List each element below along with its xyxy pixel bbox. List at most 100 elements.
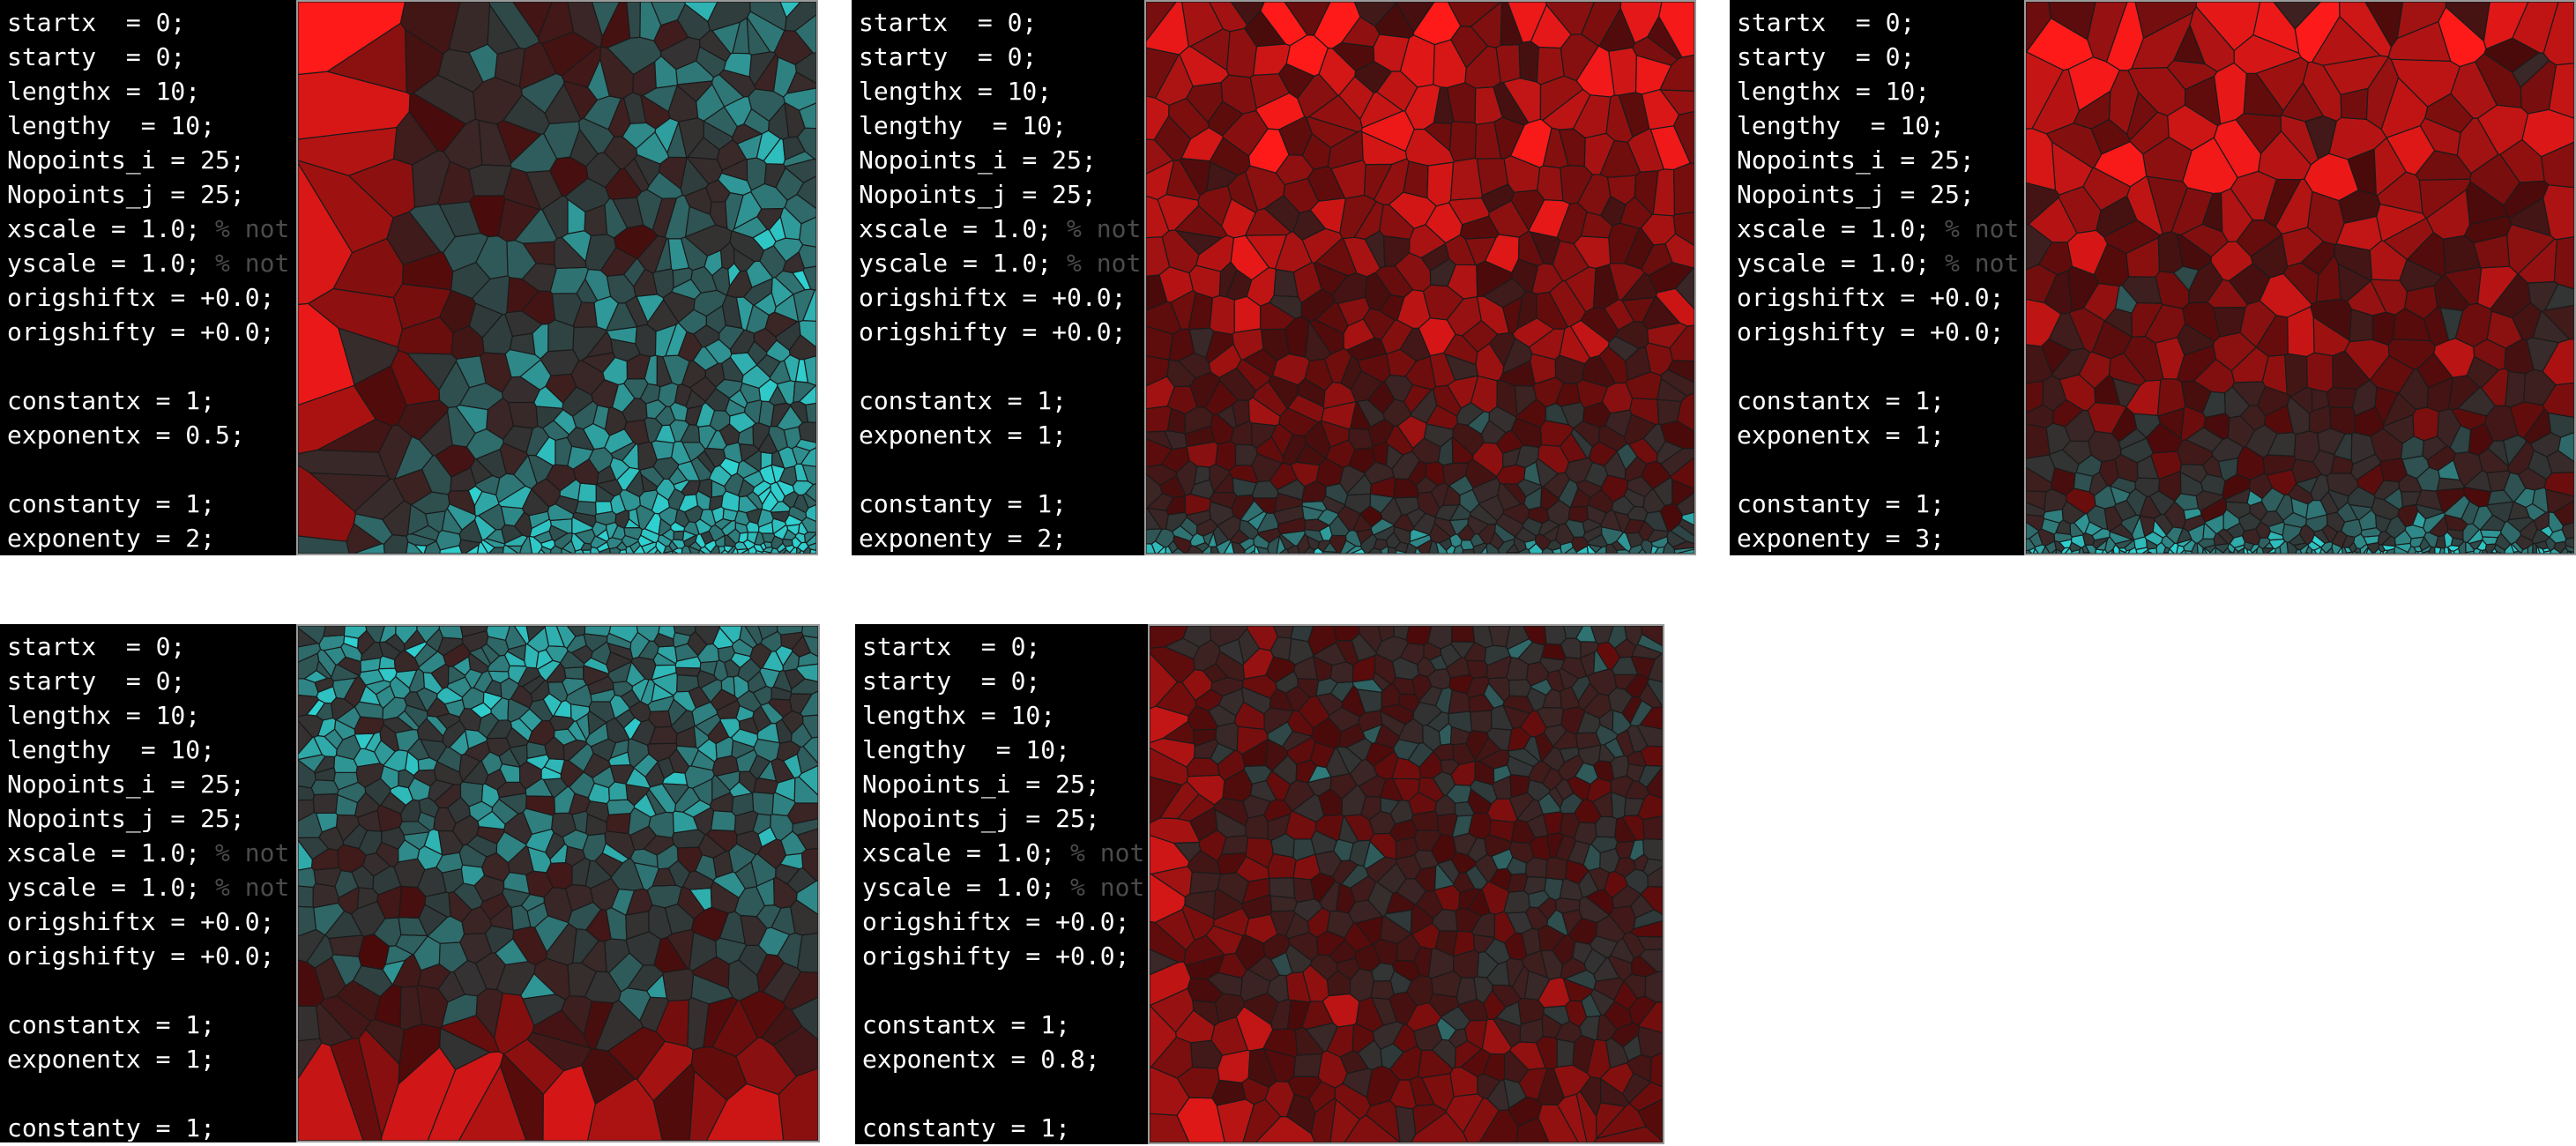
code-text: startx = 0; — [1737, 8, 1916, 37]
code-comment: % not — [200, 838, 290, 867]
voronoi-cell — [788, 334, 816, 361]
code-line: Nopoints_i = 25; — [1737, 143, 2017, 177]
code-text: Nopoints_i = 25; — [859, 145, 1097, 175]
code-text: origshiftx = +0.0; — [1737, 283, 2005, 312]
code-text: exponenty = 2; — [7, 524, 216, 553]
code-text: yscale = 1.0; — [859, 249, 1053, 278]
voronoi-cell — [2542, 184, 2574, 241]
code-line: constanty = 1; — [7, 487, 289, 521]
code-text: starty = 0; — [859, 42, 1038, 71]
voronoi-cell — [622, 717, 643, 740]
code-line: origshifty = +0.0; — [1737, 315, 2017, 349]
code-text: exponentx = 1; — [859, 420, 1068, 450]
code-line: Nopoints_j = 25; — [862, 801, 1141, 836]
code-text: constanty = 1; — [7, 1113, 216, 1142]
voronoi-cell — [2387, 20, 2452, 63]
code-line — [7, 349, 289, 383]
code-line: exponentx = 0.8; — [862, 1042, 1141, 1076]
code-block: startx = 0; starty = 0; lengthx = 10; lengt… — [0, 0, 296, 555]
code-line: exponentx = 0.5; — [7, 418, 289, 452]
code-line — [862, 1076, 1141, 1111]
voronoi-cell — [1644, 970, 1663, 1003]
voronoi-cell — [803, 355, 816, 386]
code-line: origshifty = +0.0; — [7, 315, 289, 349]
code-line: startx = 0; — [7, 5, 289, 40]
voronoi-cell — [2126, 379, 2162, 416]
voronoi-cell — [438, 626, 464, 640]
code-line: Nopoints_i = 25; — [7, 767, 289, 801]
code-line: lengthy = 10; — [859, 108, 1137, 143]
code-line: exponenty = 3; — [1737, 521, 2017, 555]
voronoi-cell — [577, 482, 597, 503]
code-text: xscale = 1.0; — [1737, 214, 1931, 243]
code-line: Nopoints_i = 25; — [7, 143, 289, 177]
voronoi-cell — [312, 793, 339, 814]
code-text: lengthy = 10; — [7, 735, 216, 764]
code-line: constanty = 1; — [859, 487, 1137, 521]
code-text: constanty = 1; — [1737, 489, 1946, 518]
voronoi-cell — [395, 626, 418, 645]
code-text: lengthy = 10; — [7, 111, 216, 140]
code-line: startx = 0; — [1737, 5, 2017, 40]
voronoi-cell — [1518, 41, 1540, 83]
code-line: constantx = 1; — [859, 383, 1137, 418]
voronoi-cell — [2461, 500, 2480, 525]
voronoi-plot — [296, 624, 820, 1142]
voronoi-cell — [2305, 352, 2334, 393]
voronoi-cell — [1537, 165, 1564, 202]
code-line — [7, 973, 289, 1008]
voronoi-cell — [1426, 161, 1455, 207]
code-text: yscale = 1.0; — [7, 249, 201, 278]
voronoi-cell — [798, 421, 816, 443]
code-text: lengthx = 10; — [1737, 77, 1931, 106]
code-block: startx = 0; starty = 0; lengthx = 10; lengt… — [855, 624, 1148, 1144]
code-line: lengthy = 10; — [1737, 108, 2017, 143]
code-line: origshiftx = +0.0; — [7, 280, 289, 315]
voronoi-cell — [298, 161, 354, 306]
code-line: xscale = 1.0; % not — [1737, 212, 2019, 246]
code-line: starty = 0; — [862, 664, 1141, 698]
code-text: constantx = 1; — [7, 1010, 216, 1039]
voronoi-cell — [2282, 523, 2303, 543]
code-comment: % not — [200, 214, 290, 243]
code-line: lengthy = 10; — [7, 108, 289, 143]
voronoi-cell — [800, 626, 818, 639]
voronoi-cell — [1638, 681, 1663, 709]
panel-1: startx = 0; starty = 0; lengthx = 10; lengt… — [0, 0, 820, 555]
voronoi-cell — [1630, 919, 1663, 938]
code-text: xscale = 1.0; — [7, 214, 201, 243]
voronoi-cell — [328, 934, 365, 957]
code-text: startx = 0; — [7, 8, 186, 37]
voronoi-cell — [1659, 54, 1694, 93]
voronoi-cell — [1284, 779, 1315, 812]
voronoi-cell — [790, 678, 818, 696]
voronoi-cell — [798, 102, 816, 130]
code-line: exponentx = 1; — [7, 1042, 289, 1076]
voronoi-cell — [298, 867, 316, 889]
code-text: lengthy = 10; — [862, 735, 1071, 764]
voronoi-cell — [1545, 856, 1568, 881]
voronoi-cell — [1545, 2, 1596, 35]
voronoi-plot — [296, 0, 818, 555]
voronoi-svg — [1150, 626, 1663, 1142]
code-text: origshiftx = +0.0; — [7, 283, 275, 312]
voronoi-cell — [2437, 408, 2461, 449]
code-comment: % not — [200, 873, 290, 902]
code-text: starty = 0; — [1737, 42, 1916, 71]
code-line: starty = 0; — [1737, 40, 2017, 74]
code-text: lengthy = 10; — [1737, 111, 1946, 140]
code-text: constantx = 1; — [1737, 386, 1946, 415]
code-line: origshifty = +0.0; — [7, 939, 289, 973]
code-line: yscale = 1.0; % not — [859, 246, 1141, 280]
code-text: constanty = 1; — [862, 1113, 1071, 1142]
voronoi-cell — [2482, 536, 2498, 546]
code-line: xscale = 1.0; % not — [7, 212, 289, 246]
panel-4: startx = 0; starty = 0; lengthx = 10; lengt… — [0, 624, 820, 1142]
code-line: constantx = 1; — [7, 1008, 289, 1042]
code-text: startx = 0; — [862, 632, 1041, 661]
code-line: origshiftx = +0.0; — [1737, 280, 2017, 315]
voronoi-cell — [2540, 141, 2574, 189]
code-text: lengthx = 10; — [7, 701, 201, 730]
voronoi-cell — [1655, 287, 1694, 327]
code-line: exponenty = 2; — [859, 521, 1137, 555]
